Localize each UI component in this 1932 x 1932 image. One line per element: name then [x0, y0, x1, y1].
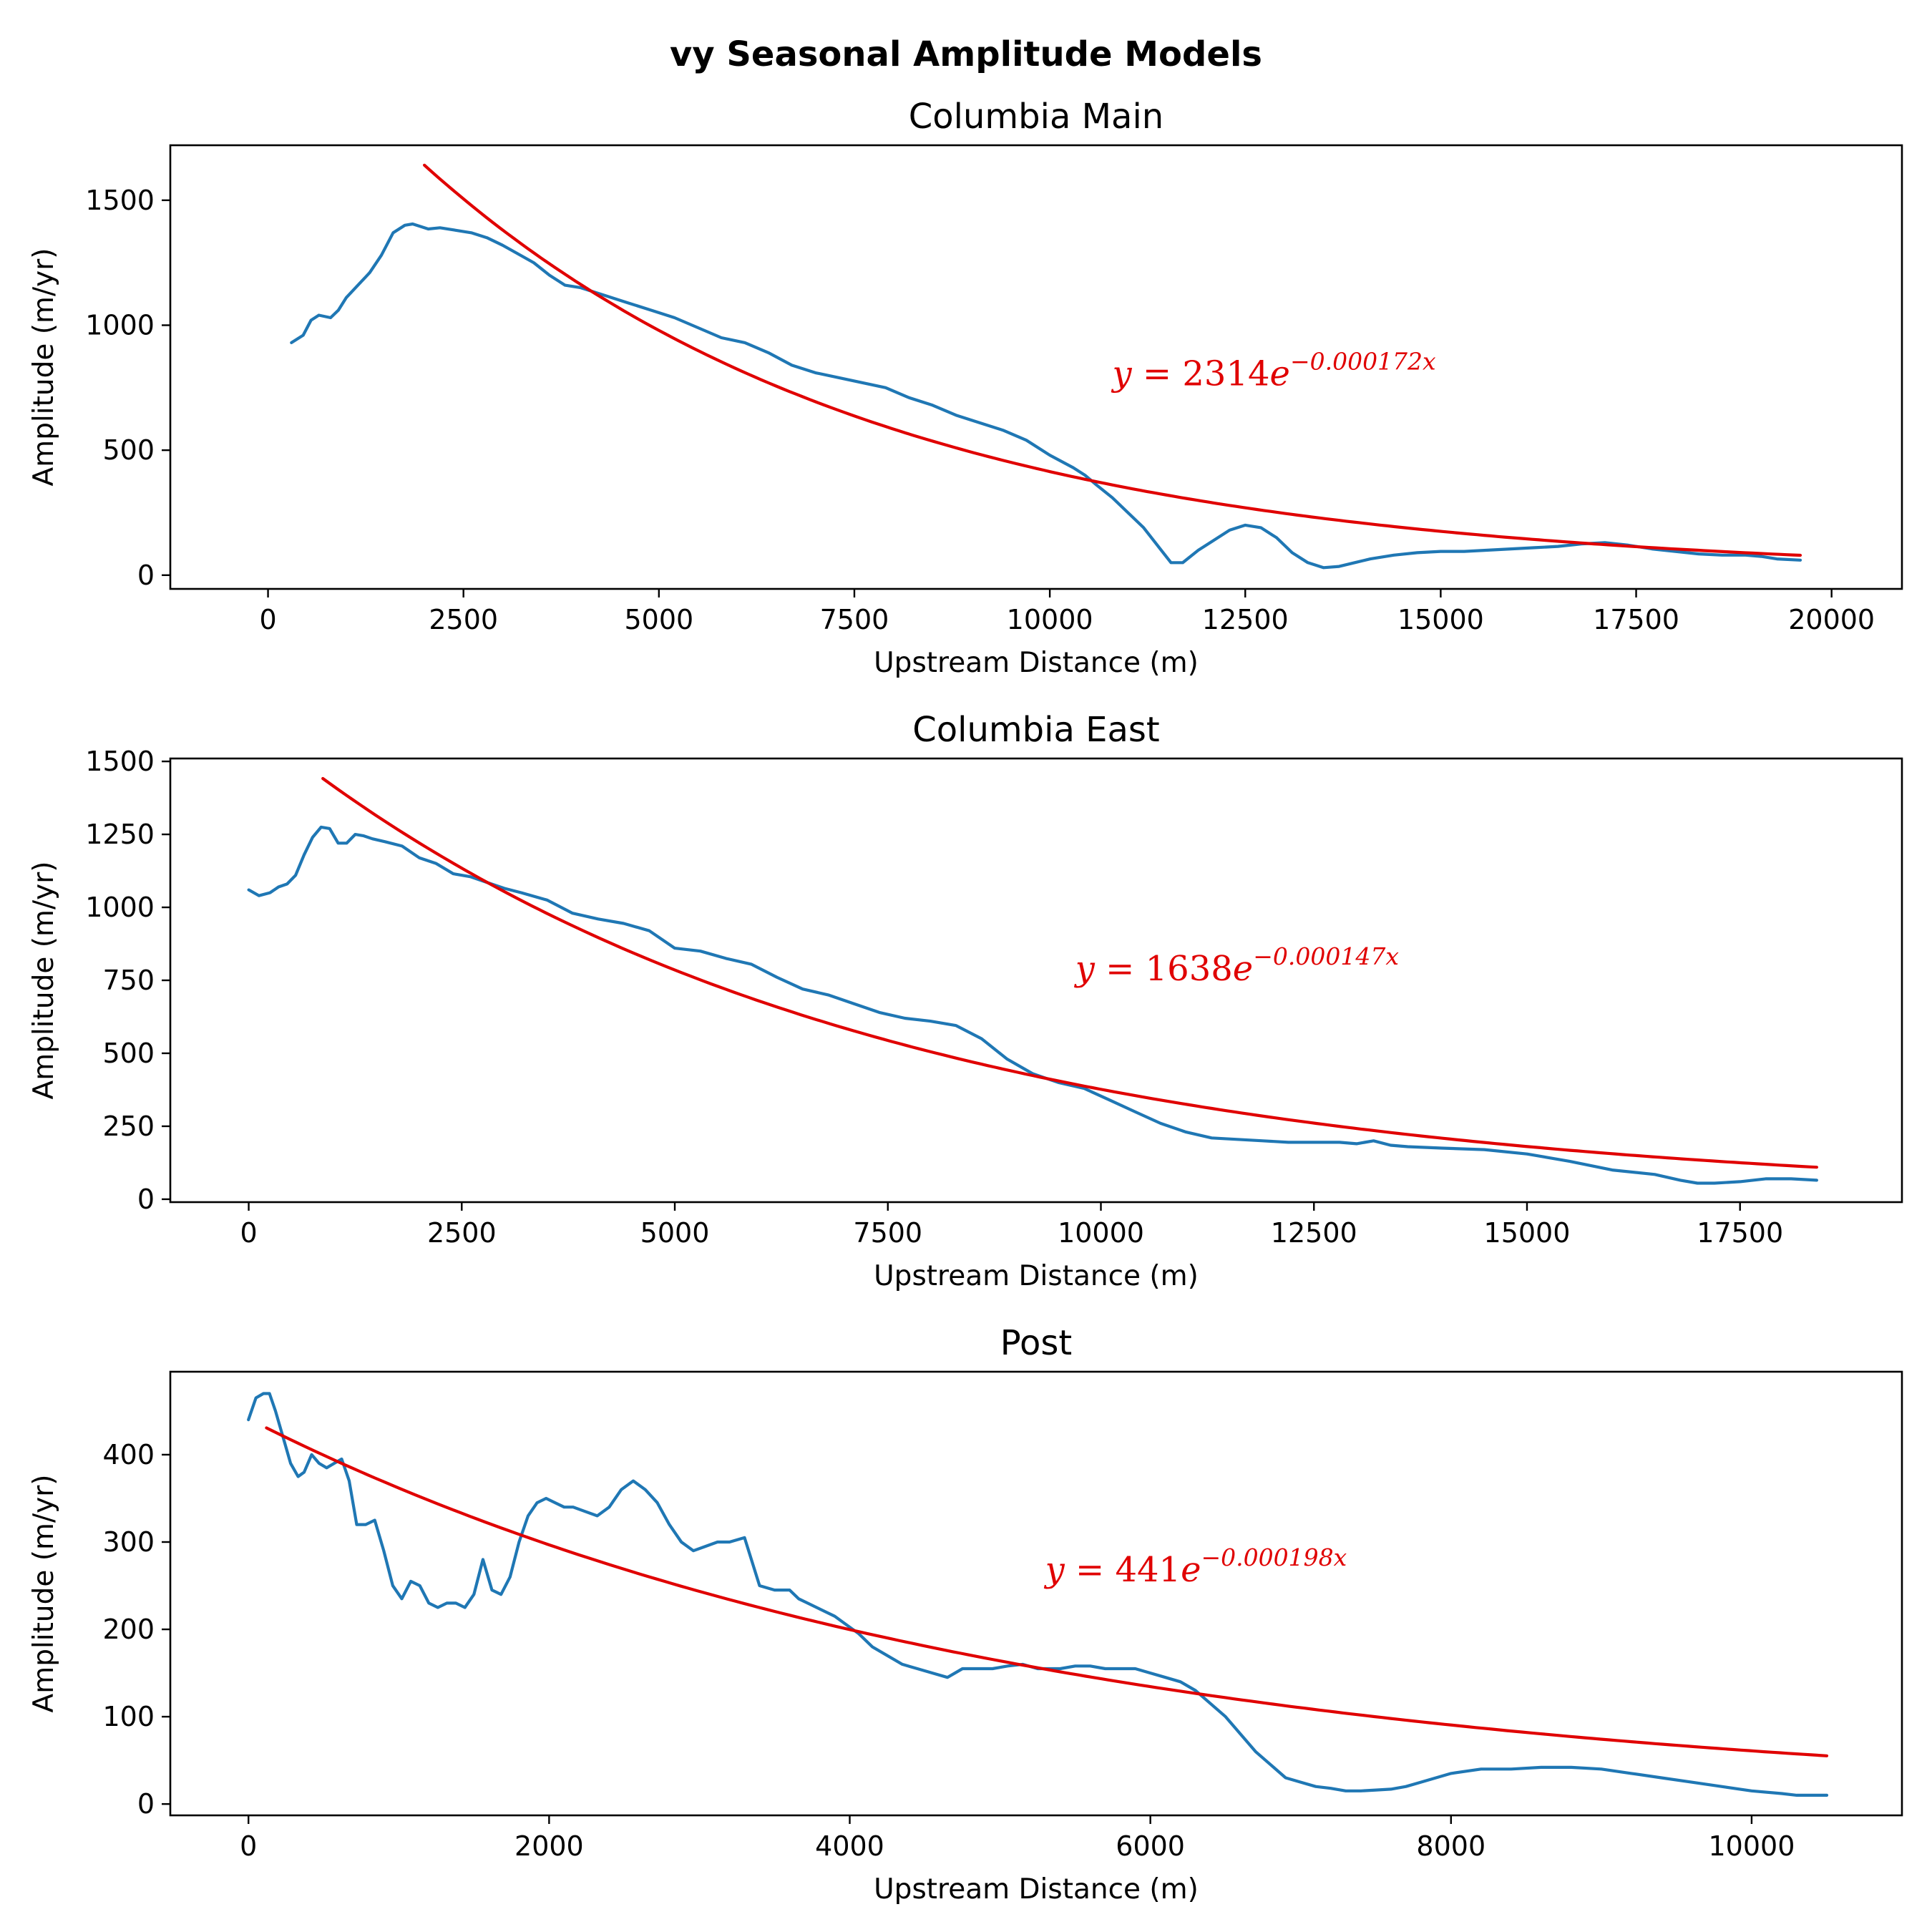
exponential-fit-line [422, 163, 1802, 557]
y-tick-label: 300 [102, 1526, 155, 1558]
x-tick-label: 17500 [1593, 604, 1679, 635]
x-axis-label: Upstream Distance (m) [874, 647, 1199, 679]
y-tick-label: 1500 [85, 185, 155, 216]
y-axis-label: Amplitude (m/yr) [28, 248, 60, 487]
x-tick-label: 12500 [1202, 604, 1289, 635]
x-axis-label: Upstream Distance (m) [874, 1873, 1199, 1906]
fit-equation: y = 441e−0.000198x [1044, 1543, 1347, 1590]
x-tick-label: 15000 [1484, 1217, 1571, 1249]
x-tick-label: 5000 [624, 604, 693, 635]
x-tick-label: 8000 [1416, 1830, 1485, 1862]
x-tick-label: 12500 [1271, 1217, 1357, 1249]
x-tick-label: 0 [240, 1217, 257, 1249]
fit-equation: y = 2314e−0.000172x [1111, 347, 1437, 394]
figure-suptitle: vy Seasonal Amplitude Models [670, 34, 1262, 74]
y-tick-label: 0 [137, 1788, 155, 1820]
subplot-title: Columbia East [912, 710, 1159, 750]
subplot-post: Post 0 2000 4000 6000 8000 10000 0 100 200 300 400 U… [28, 1323, 1903, 1906]
observed-amplitude-line [247, 1392, 1829, 1797]
x-tick-label: 0 [240, 1830, 257, 1862]
y-axis-label: Amplitude (m/yr) [28, 862, 60, 1100]
x-tick-label: 17500 [1697, 1217, 1783, 1249]
axes-frame [169, 144, 1903, 590]
x-tick-label: 7500 [853, 1217, 922, 1249]
y-tick-label: 1250 [85, 819, 155, 850]
y-tick-label: 250 [102, 1111, 155, 1142]
y-tick-label: 500 [102, 434, 155, 466]
y-tick-label: 500 [102, 1038, 155, 1069]
y-tick-label: 200 [102, 1614, 155, 1645]
x-tick-label: 15000 [1397, 604, 1484, 635]
x-tick-label: 20000 [1788, 604, 1875, 635]
observed-amplitude-line [290, 222, 1802, 570]
x-tick-label: 10000 [1058, 1217, 1144, 1249]
subplot-title: Columbia Main [909, 97, 1163, 137]
x-tick-label: 2500 [429, 604, 498, 635]
x-tick-label: 10000 [1007, 604, 1093, 635]
x-axis-label: Upstream Distance (m) [874, 1260, 1199, 1292]
exponential-fit-line [321, 776, 1818, 1169]
x-tick-label: 7500 [820, 604, 889, 635]
fit-equation: y = 1638e−0.000147x [1074, 942, 1400, 989]
x-tick-label: 4000 [815, 1830, 884, 1862]
x-tick-label: 2500 [427, 1217, 497, 1249]
y-tick-label: 100 [102, 1701, 155, 1732]
y-tick-label: 0 [137, 560, 155, 591]
exponential-fit-line [265, 1426, 1829, 1757]
x-tick-label: 10000 [1708, 1830, 1795, 1862]
y-tick-label: 750 [102, 965, 155, 996]
observed-amplitude-line [247, 825, 1818, 1185]
y-tick-label: 1500 [85, 746, 155, 777]
y-tick-label: 0 [137, 1184, 155, 1215]
axes-frame [169, 757, 1903, 1204]
x-tick-label: 5000 [640, 1217, 710, 1249]
x-tick-label: 6000 [1116, 1830, 1185, 1862]
axes-frame [169, 1370, 1903, 1817]
x-tick-label: 0 [259, 604, 276, 635]
subplot-title: Post [1000, 1323, 1072, 1363]
x-tick-label: 2000 [514, 1830, 584, 1862]
y-tick-label: 1000 [85, 309, 155, 341]
y-axis-label: Amplitude (m/yr) [28, 1475, 60, 1713]
y-tick-label: 400 [102, 1439, 155, 1470]
y-tick-label: 1000 [85, 892, 155, 923]
